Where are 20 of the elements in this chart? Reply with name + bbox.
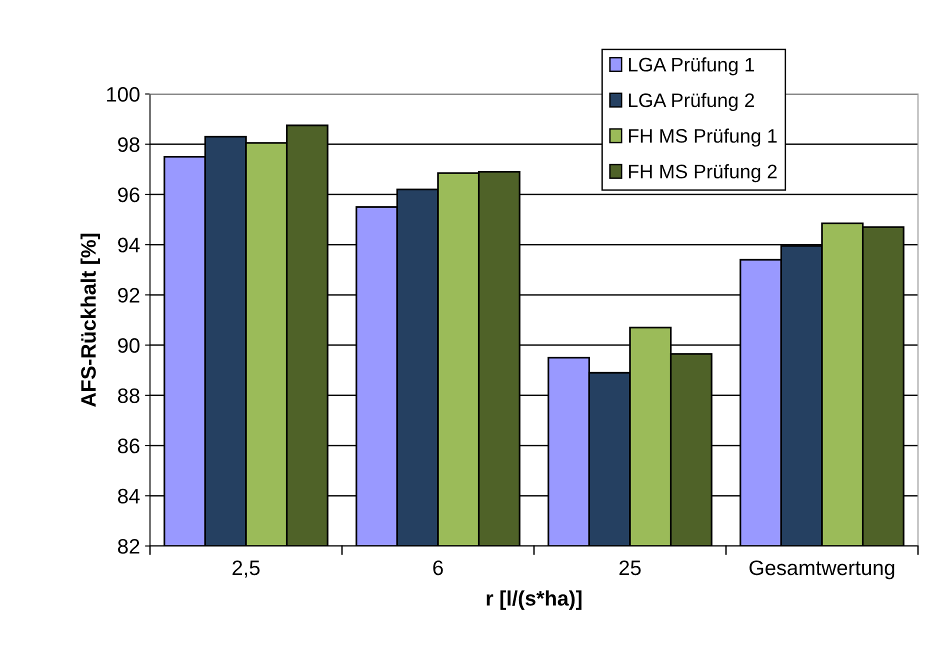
- y-axis-title: AFS-Rückhalt [%]: [80, 234, 100, 407]
- y-tick-label: 88: [118, 388, 140, 404]
- y-tick-label: 100: [107, 87, 140, 102]
- legend-label: FH MS Prüfung 1: [629, 128, 777, 147]
- legend-label: LGA Prüfung 1: [629, 57, 754, 76]
- x-tick-label: 25: [619, 560, 641, 576]
- y-tick-label: 90: [118, 338, 140, 353]
- y-tick-label: 96: [118, 187, 140, 202]
- y-tick-label: 92: [118, 288, 140, 303]
- x-tick-label: 2,5: [232, 560, 260, 578]
- x-tick-label: 6: [433, 560, 443, 576]
- y-tick-label: 94: [118, 238, 140, 252]
- x-tick-label: Gesamtwertung: [750, 560, 894, 580]
- y-tick-label: 86: [118, 438, 140, 454]
- legend-label: LGA Prüfung 2: [629, 92, 754, 112]
- y-tick-label: 82: [118, 539, 140, 554]
- y-tick-label: 84: [118, 488, 140, 504]
- x-axis-title: r [l/(s*ha)]: [486, 590, 582, 610]
- legend-label: FH MS Prüfung 2: [629, 164, 777, 182]
- y-tick-label: 98: [118, 137, 140, 152]
